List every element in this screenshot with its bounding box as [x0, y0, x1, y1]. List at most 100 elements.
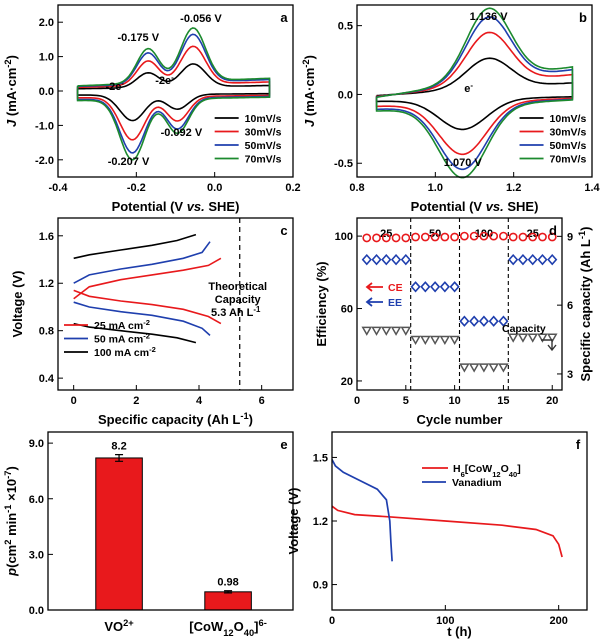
capacity-point	[410, 335, 421, 346]
panel-f-xtick-label: 0	[329, 615, 335, 627]
bar-e-1	[204, 591, 252, 611]
bar-value-label-e-1: 0.98	[217, 577, 238, 589]
ce-point	[499, 231, 508, 241]
panel-f-frame	[331, 431, 588, 611]
ce-point	[440, 232, 450, 242]
ce-point	[372, 233, 381, 243]
panel-c-xtick-label: 4	[196, 395, 203, 407]
ee-point	[508, 253, 519, 266]
legend-b-1-label: 30mV/s	[550, 127, 587, 139]
capacity-point	[380, 326, 392, 336]
panel-d-ylabel: Efficiency (%)	[314, 261, 329, 346]
legend-c-0-label: 25 mA cm-2	[94, 318, 150, 333]
ee-point	[410, 281, 421, 293]
panel-d-xtick-label: 20	[546, 395, 558, 407]
panel-f-ylabel: Voltage (V)	[286, 488, 301, 555]
panel-a-xtick-label: -0.2	[127, 182, 146, 194]
legend-a-1-label: 30mV/s	[245, 127, 282, 139]
panel-a-ytick-label: 0.0	[39, 86, 54, 98]
panel-b-ylabel: J (mA·cm-2)	[301, 55, 317, 127]
panel-a-xtick-label: -0.4	[49, 182, 69, 194]
error-bar-e-0	[115, 454, 124, 462]
bar-value-label-e-0: 8.2	[111, 441, 126, 453]
panel-f-xtick-label: 200	[549, 615, 567, 627]
ce-point	[430, 232, 440, 242]
panel-c-ytick-label: 0.8	[39, 326, 54, 338]
legend-f-0-label: H6[CoW12O40]	[453, 463, 521, 479]
theoretical-capacity-label-2: Capacity	[215, 294, 262, 306]
ee-point	[381, 253, 392, 266]
panel-c-ytick-label: 0.4	[39, 373, 55, 385]
legend-a-2-label: 50mV/s	[245, 140, 282, 152]
panel-a-xtick-label: 0.2	[285, 182, 300, 194]
legend-b-0-label: 10mV/s	[550, 113, 587, 125]
panel-e-ytick-label: 0.0	[29, 605, 44, 617]
ee-point	[420, 281, 431, 293]
panel-a-ytick-label: -2.0	[35, 155, 54, 167]
ce-point	[381, 233, 391, 243]
ce-legend-arrow	[365, 282, 383, 292]
capacity-point	[507, 333, 519, 343]
panel-e-frame	[47, 431, 294, 611]
capacity-point	[468, 363, 480, 373]
panel-e-ylabel: p(cm2 min-1 ×10-7)	[3, 466, 19, 577]
panel-d-ylabel-right: Specific capacity (Ah L-1)	[577, 227, 593, 382]
discharge-curve-c-2	[73, 322, 197, 344]
legend-a-0-label: 10mV/s	[245, 113, 282, 125]
capacity-legend-label: Capacity	[502, 323, 546, 335]
capacity-point	[488, 363, 499, 373]
ee-legend-label: EE	[388, 297, 402, 309]
charge-curve-c-0	[73, 257, 222, 300]
theoretical-capacity-label-3: 5.3 Ah L-1	[211, 305, 261, 320]
ee-point	[449, 281, 460, 293]
panel-c-label: c	[280, 223, 287, 238]
capacity-point	[420, 335, 431, 346]
panel-b-ytick-label: 0.5	[338, 21, 353, 33]
capacity-point	[400, 326, 412, 336]
panel-b-label: b	[579, 10, 587, 25]
discharge-curve-f-0	[331, 505, 563, 558]
capacity-point	[498, 363, 509, 373]
panel-d-ytick-right-label: 6	[567, 300, 573, 312]
capacity-point	[361, 326, 373, 336]
panel-e-label: e	[280, 437, 287, 452]
panel-e-ytick-label: 6.0	[29, 494, 44, 506]
panel-d-xtick-label: 0	[354, 395, 360, 407]
capacity-point	[478, 363, 490, 373]
capacity-point	[449, 335, 460, 346]
ce-point	[479, 231, 489, 241]
annot-b-electron: e-	[464, 81, 473, 96]
annot-a-electron-2: -2e-	[155, 73, 174, 88]
bar-e-0	[95, 457, 143, 611]
ce-legend-label: CE	[388, 282, 403, 294]
panel-b-ytick-label: 0.0	[338, 89, 353, 101]
panel-a-ylabel: J (mA·cm-2)	[3, 55, 19, 127]
panel-f-label: f	[576, 437, 581, 452]
ee-point	[439, 281, 450, 293]
ce-point	[489, 231, 499, 241]
ce-point	[508, 232, 518, 242]
panel-e-ytick-label: 9.0	[29, 438, 44, 450]
panel-c-ytick-label: 1.6	[39, 231, 54, 243]
annot-a-cathodic-peak-1: -0.207 V	[108, 156, 150, 168]
panel-b-xlabel: Potential (V vs. SHE)	[411, 199, 539, 214]
category-label-e-1: [CoW12O40]6-	[189, 618, 267, 638]
ee-point	[469, 315, 480, 327]
capacity-point	[439, 335, 451, 346]
ce-point	[547, 232, 557, 242]
discharge-curve-c-1	[73, 301, 211, 336]
panel-c-ytick-label: 1.2	[39, 278, 54, 290]
ce-point	[528, 232, 538, 242]
panel-f-ytick-label: 1.2	[313, 516, 328, 528]
panel-d-ytick-label: 100	[335, 231, 353, 243]
ee-point	[430, 281, 441, 293]
annot-a-anodic-peak-1: -0.175 V	[117, 32, 159, 44]
ee-point	[547, 253, 558, 266]
ce-point	[469, 231, 479, 241]
capacity-point	[546, 333, 558, 343]
panel-f-xlabel: t (h)	[447, 624, 472, 639]
capacity-point	[517, 333, 529, 343]
ce-point	[450, 232, 460, 242]
panel-b-xtick-label: 1.4	[584, 182, 600, 194]
